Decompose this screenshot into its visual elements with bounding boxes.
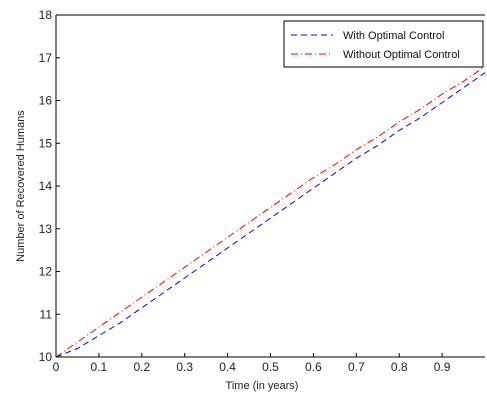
y-axis-label: Number of Recovered Humans	[15, 110, 27, 262]
x-tick-label: 0.4	[219, 360, 236, 374]
y-tick-label: 18	[39, 8, 53, 22]
y-tick-label: 15	[39, 136, 53, 150]
legend-label-without-optimal-control: Without Optimal Control	[343, 49, 460, 61]
x-tick-label: 0.6	[305, 360, 322, 374]
legend-box	[283, 20, 484, 68]
x-tick-label: 0.5	[262, 360, 279, 374]
y-tick-label: 17	[39, 51, 53, 65]
x-tick-label: 0.3	[176, 360, 193, 374]
y-tick-label: 10	[39, 350, 53, 364]
y-tick-label: 13	[39, 222, 53, 236]
x-tick-label: 0.7	[348, 360, 365, 374]
x-tick-label: 0.1	[91, 360, 108, 374]
series-layer	[55, 65, 486, 358]
series-line-without-optimal-control	[55, 65, 486, 358]
series-line-with-optimal-control	[55, 72, 486, 358]
y-tick-label: 11	[40, 307, 53, 321]
x-tick-label: 0.2	[133, 360, 150, 374]
x-tick-label: 0	[53, 360, 60, 374]
tick-layer: 0 0.1 0.2 0.3 0.4 0.5 0.6 0.7 0.8 0.9 10 11 12 13 14 15…	[39, 8, 451, 374]
y-tick-label: 12	[39, 265, 53, 279]
plot-area	[56, 15, 485, 357]
x-axis-label: Time (in years)	[226, 380, 299, 392]
x-tick-label: 0.8	[391, 360, 408, 374]
legend: With Optimal Control Without Optimal Con…	[283, 20, 484, 68]
y-tick-label: 14	[39, 179, 53, 193]
y-tick-label: 16	[39, 94, 53, 108]
legend-label-with-optimal-control: With Optimal Control	[343, 30, 444, 42]
x-tick-label: 0.9	[434, 360, 451, 374]
